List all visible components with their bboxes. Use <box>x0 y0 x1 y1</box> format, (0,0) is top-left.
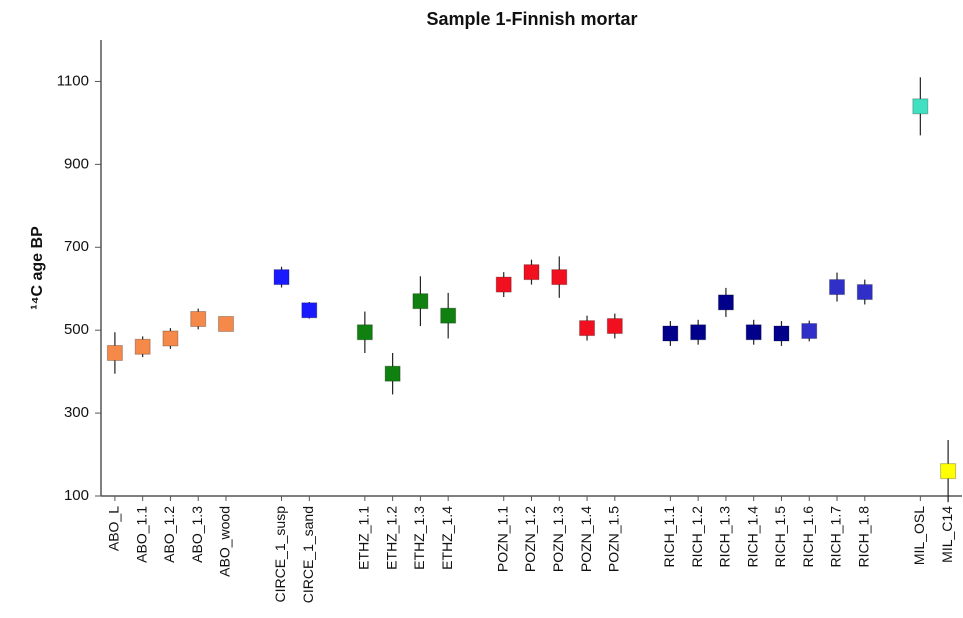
marker <box>190 310 207 327</box>
x-tick-label: ABO_1.3 <box>189 506 205 563</box>
marker <box>662 325 679 342</box>
x-tick-label: RICH_1.6 <box>800 506 816 568</box>
marker <box>551 269 568 286</box>
marker <box>579 320 596 337</box>
y-axis-label: ¹⁴C age BP <box>29 226 46 310</box>
x-tick-label: ABO_wood <box>217 506 233 577</box>
marker <box>717 294 734 311</box>
marker <box>162 330 179 347</box>
x-tick-label: ABO_L <box>106 506 122 551</box>
x-tick-label: ETHZ_1.2 <box>383 506 399 570</box>
x-tick-label: RICH_1.4 <box>744 506 760 568</box>
marker <box>523 264 540 281</box>
y-tick-label: 100 <box>64 487 89 504</box>
x-tick-label: POZN_1.2 <box>522 506 538 572</box>
marker <box>301 302 318 319</box>
x-tick-label: MIL_OSL <box>911 506 927 565</box>
x-tick-label: POZN_1.5 <box>606 506 622 572</box>
x-tick-label: RICH_1.8 <box>855 506 871 568</box>
x-tick-label: ABO_1.2 <box>161 506 177 563</box>
y-tick-label: 500 <box>64 321 89 338</box>
chart-title: Sample 1-Finnish mortar <box>426 9 637 29</box>
x-tick-label: CIRCE_1_sand <box>300 506 316 603</box>
x-tick-label: CIRCE_1_susp <box>272 506 288 603</box>
marker <box>440 307 457 324</box>
x-tick-label: POZN_1.4 <box>578 506 594 572</box>
marker <box>690 324 707 341</box>
marker <box>495 276 512 293</box>
marker <box>856 284 873 301</box>
x-tick-label: RICH_1.5 <box>772 506 788 568</box>
marker <box>801 323 818 340</box>
y-tick-label: 300 <box>64 404 89 421</box>
marker <box>217 315 234 332</box>
x-tick-label: POZN_1.1 <box>494 506 510 572</box>
marker <box>829 279 846 296</box>
x-tick-label: ETHZ_1.3 <box>411 506 427 570</box>
y-tick-label: 700 <box>64 238 89 255</box>
marker <box>606 318 623 335</box>
x-tick-label: RICH_1.7 <box>828 506 844 568</box>
marker <box>384 365 401 382</box>
marker <box>134 338 151 355</box>
marker <box>940 463 957 480</box>
x-tick-label: MIL_C14 <box>939 506 955 563</box>
x-tick-label: ABO_1.1 <box>133 506 149 563</box>
marker <box>773 325 790 342</box>
y-tick-label: 1100 <box>57 72 89 89</box>
x-tick-label: RICH_1.2 <box>689 506 705 568</box>
x-tick-label: POZN_1.3 <box>550 506 566 572</box>
marker <box>412 293 429 310</box>
x-tick-label: RICH_1.3 <box>717 506 733 568</box>
marker <box>106 344 123 361</box>
x-tick-label: ETHZ_1.1 <box>356 506 372 570</box>
x-tick-label: RICH_1.1 <box>661 506 677 568</box>
marker <box>356 324 373 341</box>
marker <box>273 269 290 286</box>
marker <box>912 98 929 115</box>
y-tick-label: 900 <box>64 155 89 172</box>
marker <box>745 324 762 341</box>
x-tick-label: ETHZ_1.4 <box>439 506 455 570</box>
